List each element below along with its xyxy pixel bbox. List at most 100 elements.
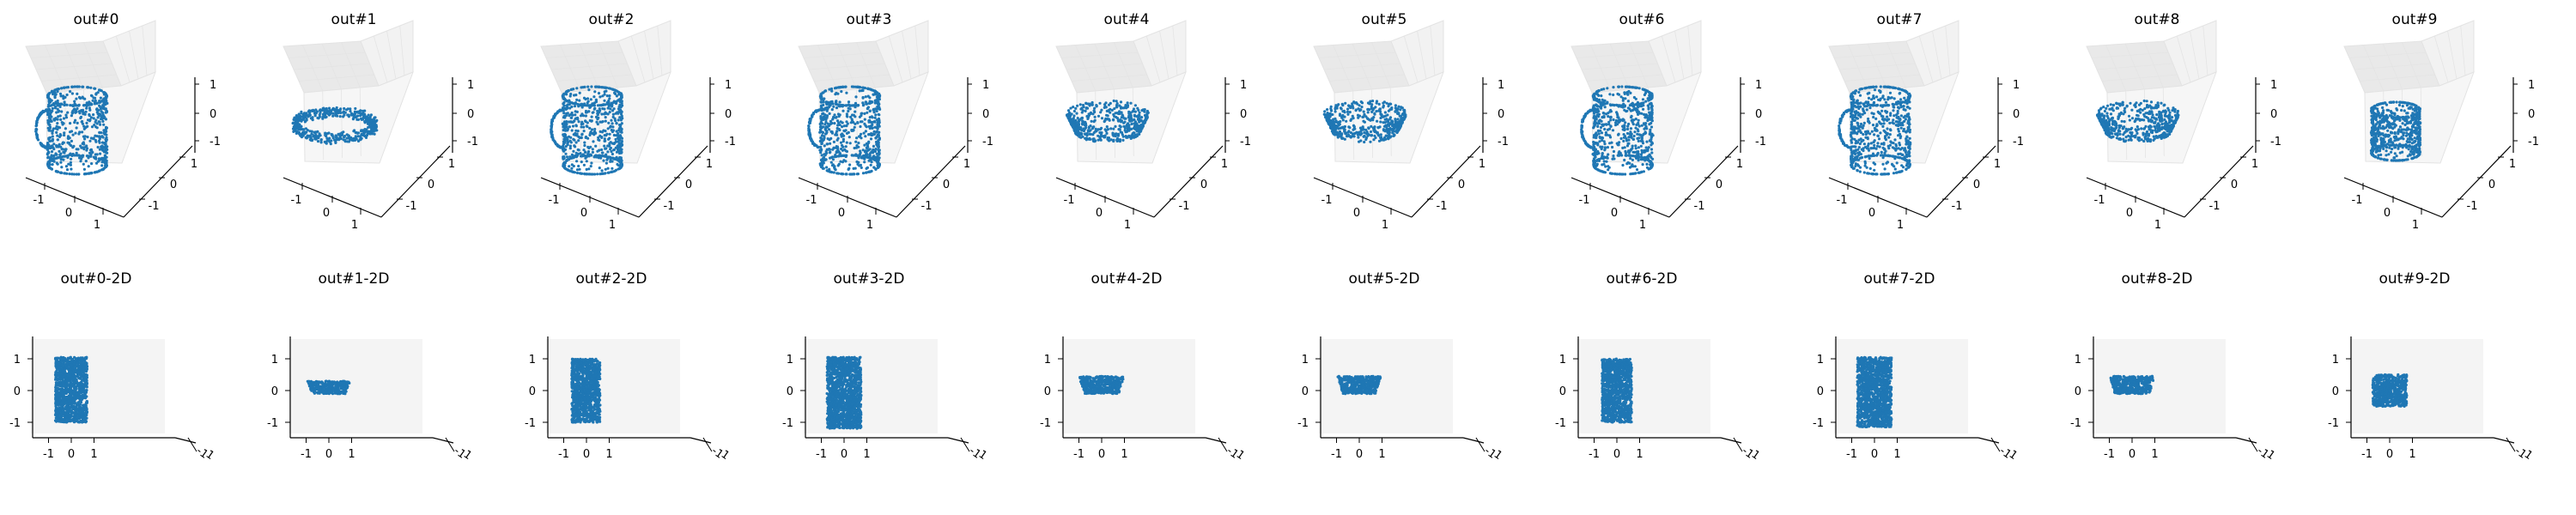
data-point xyxy=(867,159,871,162)
data-point xyxy=(836,112,841,116)
data-point xyxy=(604,130,607,133)
data-point xyxy=(1099,111,1103,114)
data-point xyxy=(1112,138,1115,142)
data-point xyxy=(818,122,822,126)
data-point xyxy=(1639,144,1643,148)
grid-line xyxy=(293,63,370,70)
data-point xyxy=(343,136,346,139)
data-point xyxy=(351,118,355,121)
data-point xyxy=(1086,102,1090,106)
data-point xyxy=(854,122,857,125)
data-point xyxy=(1643,127,1646,130)
data-point xyxy=(355,137,358,141)
data-point xyxy=(353,112,356,116)
data-point xyxy=(339,134,343,137)
data-point xyxy=(822,112,825,115)
data-point xyxy=(46,153,49,156)
data-point xyxy=(1382,101,1385,105)
data-point xyxy=(808,121,811,124)
data-point xyxy=(611,167,614,170)
data-point xyxy=(1138,126,1141,130)
data-point xyxy=(1637,112,1640,116)
data-point xyxy=(873,107,878,111)
data-point xyxy=(593,127,597,131)
data-point xyxy=(66,86,70,89)
panel-title: out#0 xyxy=(74,11,119,28)
data-point xyxy=(1595,142,1599,145)
data-point xyxy=(576,153,580,156)
data-point xyxy=(848,136,851,139)
data-point xyxy=(570,170,574,173)
data-point xyxy=(1352,124,1356,127)
data-point xyxy=(1103,103,1107,106)
data-point xyxy=(825,109,829,112)
data-point xyxy=(574,131,577,136)
data-point xyxy=(57,115,60,118)
data-point xyxy=(593,90,597,94)
data-point xyxy=(845,91,848,94)
data-point xyxy=(828,101,832,105)
grid-line xyxy=(40,74,117,82)
data-point xyxy=(35,120,39,124)
data-point xyxy=(103,167,106,170)
data-point xyxy=(1334,105,1338,108)
data-point xyxy=(343,113,346,117)
data-point xyxy=(609,124,612,128)
x-tick-label: 1 xyxy=(94,219,100,232)
data-point xyxy=(1084,106,1089,110)
data-point xyxy=(50,119,53,123)
data-point xyxy=(577,148,580,152)
data-point xyxy=(74,118,77,122)
data-point xyxy=(367,130,370,134)
data-point xyxy=(832,147,835,150)
data-point xyxy=(564,145,568,148)
data-point xyxy=(1360,106,1364,109)
data-point xyxy=(1382,128,1385,131)
data-point xyxy=(69,122,72,125)
data-point xyxy=(102,131,106,135)
data-point xyxy=(611,122,614,125)
data-point xyxy=(100,141,105,144)
z-tick-label: 1 xyxy=(210,79,216,92)
data-point xyxy=(823,89,828,93)
data-point xyxy=(585,111,589,114)
data-point xyxy=(319,111,322,114)
data-point xyxy=(603,112,606,116)
data-point xyxy=(611,109,615,112)
data-point xyxy=(1640,124,1643,127)
data-point xyxy=(869,170,872,173)
data-point xyxy=(1388,116,1393,119)
data-point xyxy=(837,154,841,158)
z-tick-label: -1 xyxy=(1498,136,1509,148)
data-point xyxy=(73,100,76,103)
data-point xyxy=(79,160,82,163)
data-point xyxy=(342,110,345,113)
data-point xyxy=(844,160,848,163)
data-point xyxy=(101,136,105,139)
data-point xyxy=(308,130,312,133)
data-point xyxy=(861,88,865,93)
data-point xyxy=(1346,107,1350,111)
data-point xyxy=(837,150,841,154)
data-point xyxy=(70,173,74,176)
data-point xyxy=(1130,127,1133,130)
data-point xyxy=(334,113,337,117)
data-point xyxy=(1080,116,1084,119)
data-point xyxy=(102,123,106,126)
data-point xyxy=(1382,104,1385,107)
data-point xyxy=(582,130,586,133)
data-point xyxy=(94,102,97,106)
data-point xyxy=(1633,130,1637,134)
data-point xyxy=(1637,146,1640,149)
data-point xyxy=(1376,119,1379,123)
data-point xyxy=(70,114,73,118)
data-point xyxy=(866,155,869,159)
x-tick-label: 1 xyxy=(609,219,616,232)
data-point xyxy=(1647,116,1650,119)
data-point xyxy=(616,158,619,161)
data-point xyxy=(619,92,623,95)
data-point xyxy=(86,86,89,89)
data-point xyxy=(619,136,623,139)
data-point xyxy=(1615,142,1619,145)
data-point xyxy=(1343,137,1346,141)
